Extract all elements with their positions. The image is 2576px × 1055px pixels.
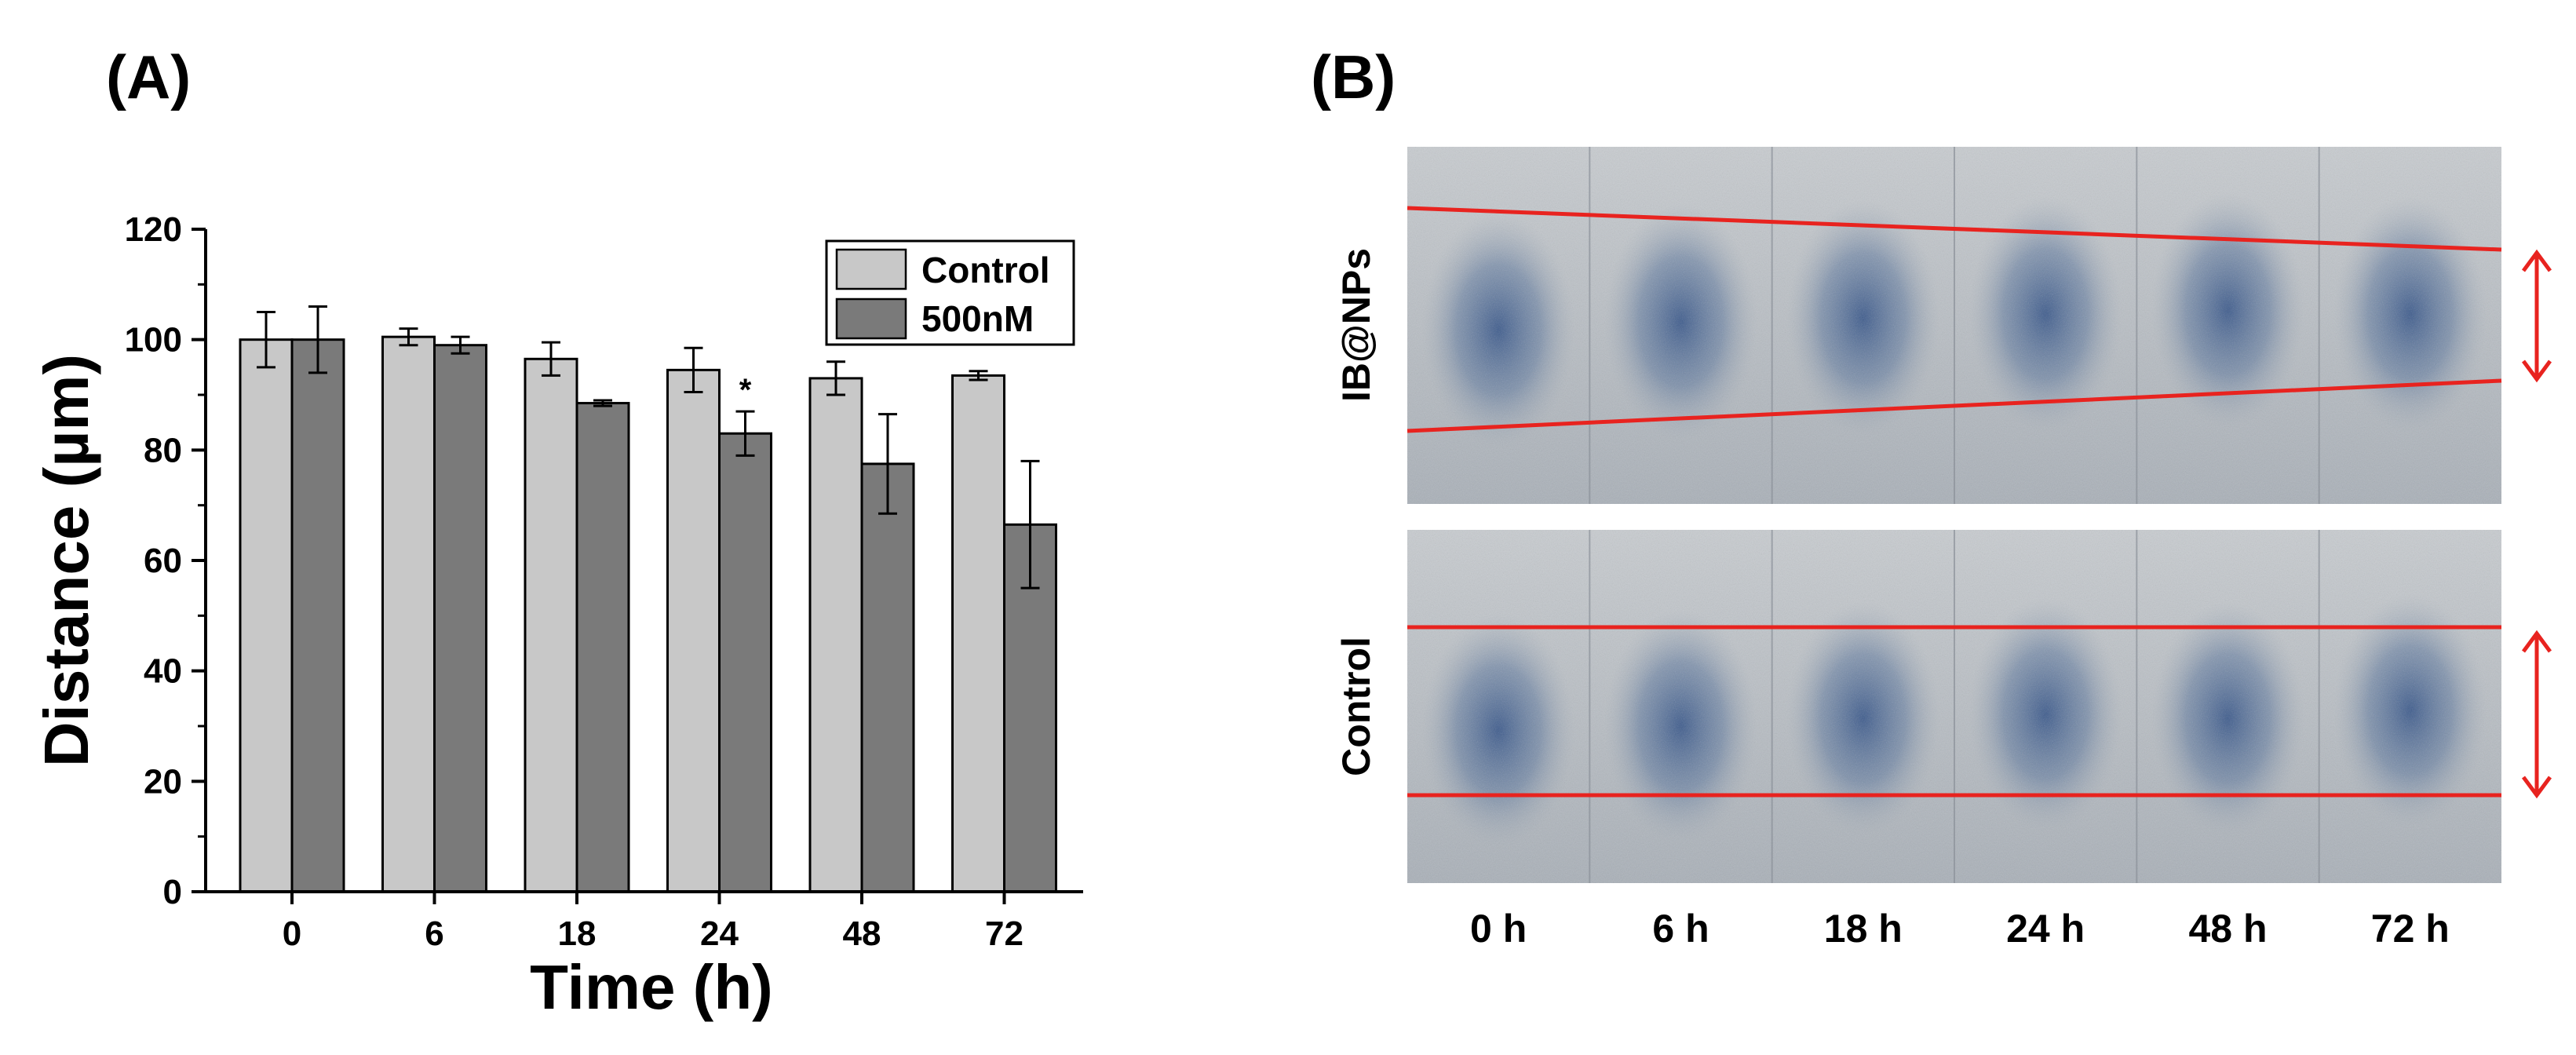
legend: Control 500nM xyxy=(825,239,1075,346)
x-tick-label: 6 xyxy=(425,914,443,953)
micrograph-panel: IB@NPs Control 0 h 6 h 18 h 24 h 48 h 72 h xyxy=(1334,147,2552,951)
time-label: 18 h xyxy=(1824,907,1903,951)
error-bar-control-0 xyxy=(257,311,275,369)
bar-500nm-6 xyxy=(433,344,487,893)
panel-dividers-control xyxy=(1589,530,2320,883)
annotations: * xyxy=(739,373,752,407)
error-bar-500nm-72 xyxy=(1020,459,1040,590)
bar-control-6 xyxy=(381,335,436,893)
micrograph-control: Control xyxy=(1334,530,2552,883)
significance-marker: * xyxy=(739,373,752,407)
y-ticks: 0 20 40 60 80 100 120 xyxy=(125,210,206,911)
x-tick-label: 24 xyxy=(700,914,739,953)
y-tick-label: 120 xyxy=(125,210,182,249)
legend-label-control: Control xyxy=(921,250,1050,290)
error-bar-control-18 xyxy=(542,341,560,377)
x-tick-label: 0 xyxy=(283,914,301,953)
wound-edge-upper xyxy=(1407,206,2502,252)
error-bar-500nm-18 xyxy=(593,399,612,407)
bar-control-24 xyxy=(666,368,721,893)
row-label-ib-nps: IB@NPs xyxy=(1334,248,1378,402)
y-tick-label: 0 xyxy=(163,873,182,911)
x-tick-label: 18 xyxy=(558,914,597,953)
bar-control-18 xyxy=(524,357,578,893)
time-label: 6 h xyxy=(1652,907,1709,951)
time-label: 48 h xyxy=(2188,907,2267,951)
y-tick-label: 80 xyxy=(144,431,182,469)
time-label: 72 h xyxy=(2371,907,2450,951)
wound-edge-lower xyxy=(1407,378,2502,433)
bar-control-48 xyxy=(808,377,863,893)
error-bar-500nm-0 xyxy=(308,305,327,374)
error-bars xyxy=(257,305,1040,590)
error-bar-control-6 xyxy=(399,327,418,347)
bar-500nm-18 xyxy=(575,402,630,893)
error-bar-500nm-48 xyxy=(878,413,897,515)
y-tick-label: 40 xyxy=(144,652,182,691)
bar-control-0 xyxy=(239,338,294,893)
double-arrow-icon-control xyxy=(2521,630,2552,799)
error-bar-500nm-6 xyxy=(451,335,470,355)
panel-dividers-ib-nps xyxy=(1589,147,2320,504)
bar-500nm-0 xyxy=(290,338,345,893)
x-tick-label: 48 xyxy=(843,914,881,953)
bar-control-72 xyxy=(951,374,1005,893)
error-bar-control-72 xyxy=(969,370,988,381)
bar-500nm-48 xyxy=(860,462,915,893)
error-bar-control-24 xyxy=(684,346,703,393)
legend-swatch-500nm xyxy=(835,298,907,340)
y-tick-label: 60 xyxy=(144,542,182,580)
time-label: 24 h xyxy=(2006,907,2085,951)
bars xyxy=(239,335,1057,893)
bar-500nm-24 xyxy=(718,432,772,893)
y-tick-label: 20 xyxy=(144,762,182,801)
x-axis-label: Time (h) xyxy=(530,952,773,1022)
time-label: 0 h xyxy=(1470,907,1527,951)
error-bar-control-48 xyxy=(826,360,845,396)
y-tick-label: 100 xyxy=(125,321,182,360)
error-bar-500nm-24 xyxy=(735,410,755,457)
legend-label-500nm: 500nM xyxy=(921,298,1034,339)
micrograph-ib-nps: IB@NPs xyxy=(1334,147,2552,504)
panel-a-label: (A) xyxy=(106,42,191,111)
x-tick-label: 72 xyxy=(985,914,1023,953)
y-axis-label: Distance (µm) xyxy=(31,354,101,767)
double-arrow-icon xyxy=(2521,249,2552,383)
panel-b-label: (B) xyxy=(1311,42,1396,111)
time-labels: 0 h 6 h 18 h 24 h 48 h 72 h xyxy=(1470,907,2450,951)
row-label-control: Control xyxy=(1334,637,1378,776)
legend-swatch-control xyxy=(835,248,907,290)
bar-chart: 0 20 40 60 80 100 120 0 6 18 24 48 72 Time (h) Dist… xyxy=(31,210,1083,1022)
x-ticks: 0 6 18 24 48 72 xyxy=(283,892,1023,953)
